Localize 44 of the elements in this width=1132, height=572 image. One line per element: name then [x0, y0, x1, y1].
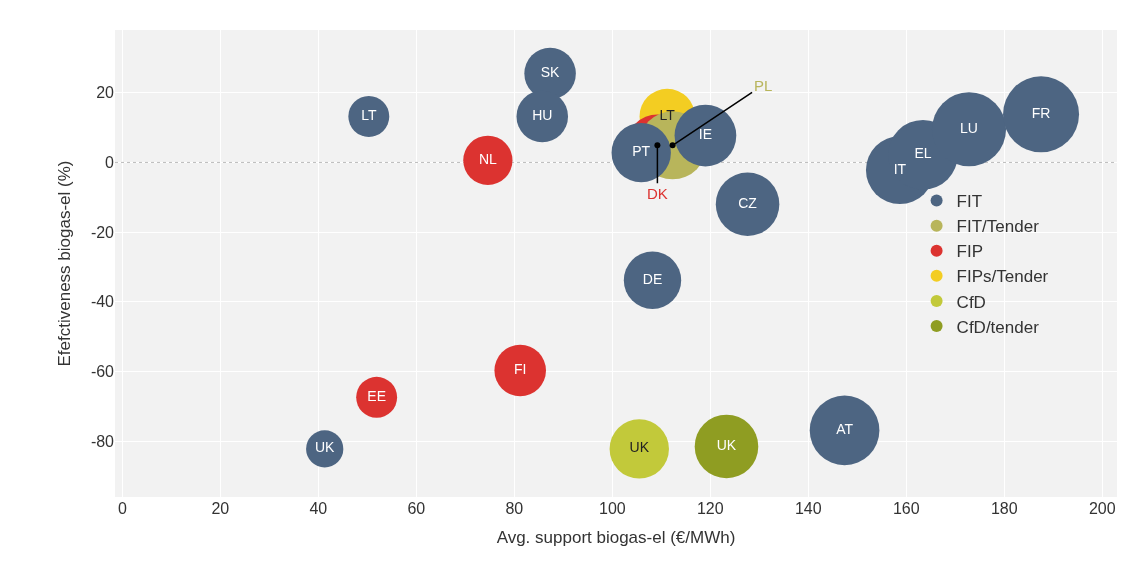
x-tick-label: 100	[598, 500, 626, 517]
legend-label: FIP	[956, 242, 984, 262]
x-tick-label: 40	[309, 500, 328, 517]
data-label: UK	[716, 436, 737, 453]
data-label: IE	[698, 126, 713, 143]
annotation: DK	[647, 185, 668, 202]
x-tick-label: 120	[696, 500, 724, 517]
x-tick-label: 200	[1088, 500, 1116, 517]
x-tick-label: 80	[505, 500, 524, 517]
data-label: IT	[893, 160, 907, 177]
data-label: UK	[629, 439, 650, 456]
x-tick-label: 60	[407, 500, 426, 517]
data-label: HU	[532, 106, 553, 123]
legend-label: CfD/tender	[956, 317, 1040, 337]
legend-label: FIPs/Tender	[956, 267, 1049, 287]
data-label: NL	[478, 150, 498, 167]
y-tick-label: 20	[96, 84, 115, 102]
y-tick-label: -60	[90, 363, 115, 381]
data-label: LU	[960, 119, 978, 136]
x-tick-label: 180	[990, 500, 1018, 517]
y-tick-label: 0	[105, 154, 115, 172]
x-tick-label: 20	[211, 500, 230, 517]
y-tick-label: -20	[90, 223, 115, 241]
legend-label: FIT	[956, 192, 983, 212]
legend-label: CfD	[956, 292, 986, 312]
data-label: SK	[540, 64, 561, 81]
y-tick-label: -80	[90, 432, 115, 450]
x-tick-label: 140	[794, 500, 822, 517]
data-label: AT	[836, 420, 854, 437]
data-label: FI	[513, 360, 527, 377]
data-label: FR	[1031, 104, 1051, 121]
y-axis-title: Efefctiveness biogas-el (%)	[55, 160, 75, 367]
data-label: DE	[642, 270, 663, 287]
legend-label: FIT/Tender	[956, 217, 1040, 237]
data-label: EE	[367, 387, 386, 404]
data-label: UK	[314, 439, 336, 456]
annotation: PL	[754, 77, 773, 94]
y-tick-label: -40	[90, 293, 115, 311]
x-axis-title: Avg. support biogas-el (€/MWh)	[496, 528, 736, 548]
x-tick-label: 160	[892, 500, 920, 517]
data-label: EL	[914, 145, 932, 162]
x-tick-label: 0	[117, 500, 127, 517]
data-label: LT	[361, 106, 377, 123]
data-label: CZ	[738, 194, 758, 211]
